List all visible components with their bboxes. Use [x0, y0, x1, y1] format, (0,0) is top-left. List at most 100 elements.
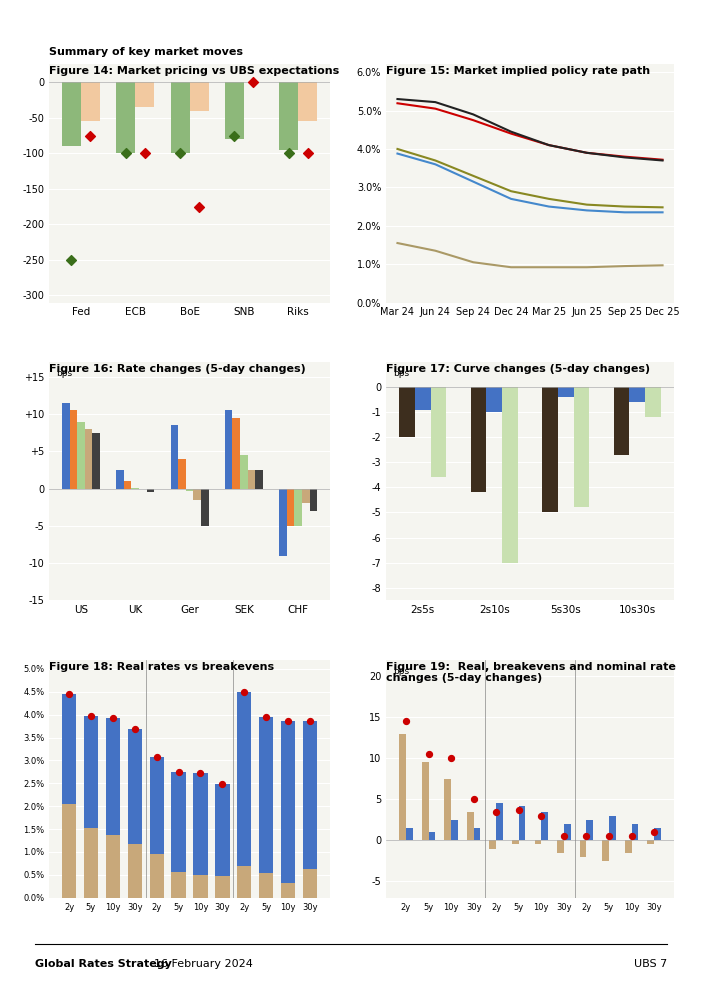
Point [649, 824, 660, 840]
Bar [558, 387, 574, 397]
Text: Figure 17: Curve changes (5-day changes): Figure 17: Curve changes (5-day changes) [386, 364, 650, 374]
Bar [496, 804, 503, 840]
Bar [193, 875, 208, 898]
Text: Source: Bloomberg and UBS: Source: Bloomberg and UBS [49, 709, 156, 718]
Point [491, 804, 502, 819]
Bar [645, 387, 661, 418]
Point [174, 146, 185, 162]
Point [217, 777, 228, 793]
Line: BoE: BoE [397, 103, 663, 160]
Point [603, 828, 614, 844]
Bar [62, 403, 69, 489]
Text: bps: bps [393, 369, 409, 378]
Bar [422, 762, 428, 840]
Bar [178, 458, 186, 489]
Bar [81, 82, 100, 121]
Bar [564, 824, 571, 840]
Bar [85, 429, 93, 489]
Bar [171, 872, 186, 898]
Bar [580, 840, 586, 857]
Bar [474, 828, 480, 840]
Bar [542, 387, 558, 513]
Line: Fed: Fed [397, 99, 663, 161]
Bar [84, 716, 98, 828]
Point [468, 792, 479, 807]
BoE [393, 97, 402, 109]
Bar [248, 470, 256, 489]
ECB [658, 206, 667, 218]
Bar [171, 773, 186, 872]
Fed [507, 126, 515, 138]
Point [260, 709, 272, 725]
SNB [507, 261, 515, 273]
Bar [430, 387, 446, 477]
SNB [621, 260, 629, 272]
Bar [557, 840, 564, 852]
Text: bps: bps [393, 667, 409, 676]
Bar [193, 489, 201, 500]
Bar [470, 387, 486, 492]
Bar [632, 824, 638, 840]
Point [173, 765, 184, 781]
Riksbank [545, 192, 553, 204]
Bar [294, 489, 302, 526]
ECB [621, 206, 629, 218]
ECB [583, 204, 591, 216]
Bar [77, 422, 85, 489]
Riksbank [469, 170, 477, 182]
ECB [393, 148, 402, 160]
Point [536, 807, 547, 823]
Fed [583, 147, 591, 159]
Point [423, 746, 434, 762]
Point [107, 710, 119, 726]
SNB [431, 245, 439, 257]
Bar [259, 873, 273, 898]
Bar [69, 411, 77, 489]
Line: ECB: ECB [397, 154, 663, 212]
Bar [186, 489, 193, 491]
Bar [534, 840, 541, 844]
Riksbank [583, 198, 591, 210]
Legend: 2y, 5y, 10y, 20y, 30y: 2y, 5y, 10y, 20y, 30y [72, 672, 307, 686]
BoE [621, 151, 629, 163]
Bar [62, 694, 76, 804]
Line: SNB: SNB [397, 243, 663, 267]
Point [581, 828, 592, 844]
ECB [507, 192, 515, 204]
Bar [399, 733, 406, 840]
Point [63, 686, 74, 702]
Point [239, 683, 250, 699]
Point [446, 750, 457, 766]
Fed [621, 152, 629, 164]
Bar [150, 854, 164, 898]
Riksbank [621, 200, 629, 212]
Bar [216, 785, 230, 876]
Bar [625, 840, 632, 852]
Bar [225, 411, 232, 489]
Bar [406, 828, 413, 840]
Bar [147, 489, 154, 492]
Point [513, 802, 524, 817]
Bar [106, 718, 120, 834]
Text: Source: Bloomberg and UBS: Source: Bloomberg and UBS [386, 709, 493, 718]
Bar [256, 470, 263, 489]
Riksbank [431, 155, 439, 167]
Bar [93, 433, 100, 489]
Bar [62, 804, 76, 898]
Bar [602, 840, 609, 861]
BoE [469, 114, 477, 126]
Fed [658, 155, 667, 167]
ECB [545, 200, 553, 212]
Bar [541, 811, 548, 840]
Bar [201, 489, 208, 526]
Text: Source: Bloomberg and UBS estimates: Source: Bloomberg and UBS estimates [49, 412, 197, 421]
ECB [469, 176, 477, 187]
Fed [545, 139, 553, 151]
Point [120, 146, 131, 162]
Bar [216, 876, 230, 898]
Text: Global Rates Strategy: Global Rates Strategy [35, 959, 172, 969]
Point [302, 146, 313, 162]
Point [558, 828, 569, 844]
Bar [609, 815, 616, 840]
Legend: BoE, Fed, Riksbank, ECB, SNB: BoE, Fed, Riksbank, ECB, SNB [396, 374, 664, 389]
